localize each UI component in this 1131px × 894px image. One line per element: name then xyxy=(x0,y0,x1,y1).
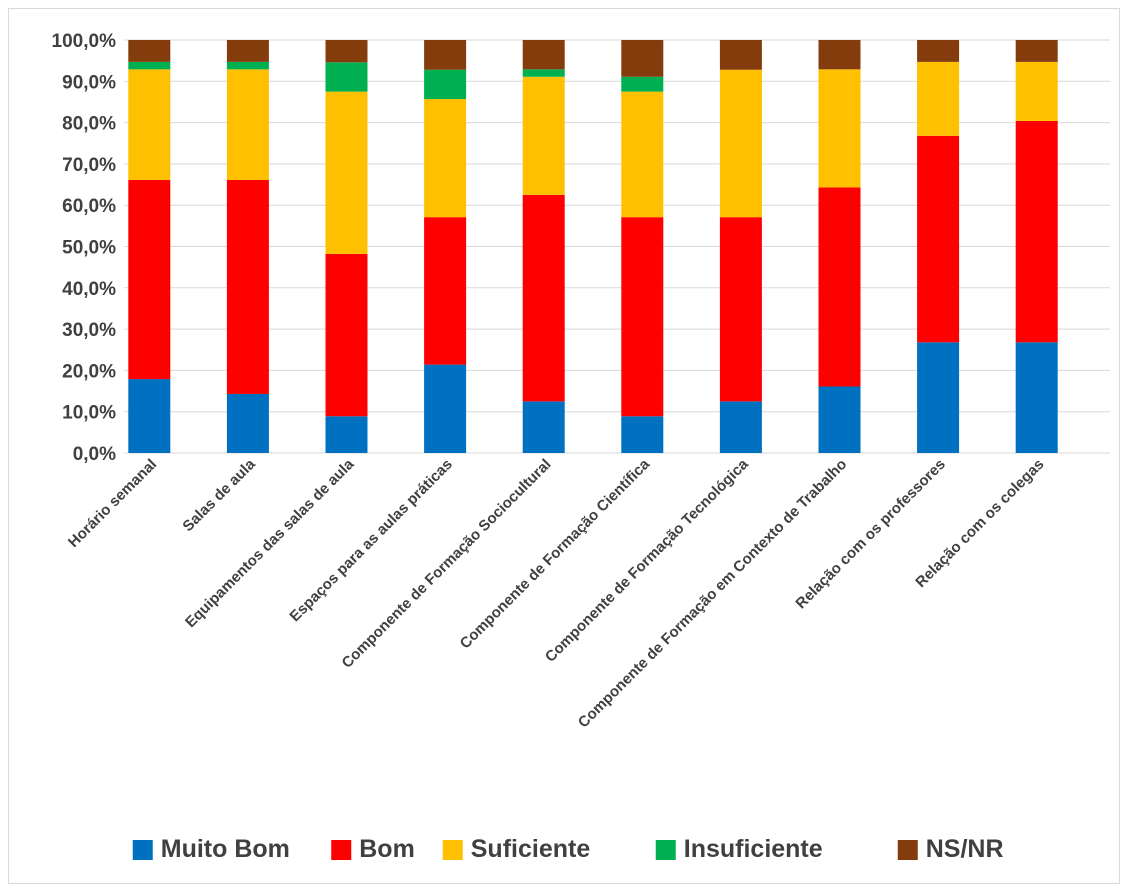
bar-segment-insuficiente xyxy=(621,76,664,92)
x-tick-label: Componente de Formação Científica xyxy=(457,455,654,652)
y-tick-label: 50,0% xyxy=(62,238,116,259)
bar-segment-bom xyxy=(621,217,664,417)
x-tick-label: Equipamentos das salas de aula xyxy=(182,455,358,631)
y-tick-label: 0,0% xyxy=(73,444,116,465)
bar-segment-bom xyxy=(226,180,269,394)
bars xyxy=(128,40,1058,453)
legend-swatch-muito-bom xyxy=(132,840,153,860)
x-tick-label: Componente de Formação Tecnológica xyxy=(542,455,752,665)
bar-segment-ns-nr xyxy=(325,40,368,63)
bar-segment-ns-nr xyxy=(1015,40,1058,62)
bar-segment-bom xyxy=(522,194,565,402)
bar-segment-insuficiente xyxy=(522,69,565,77)
gridlines xyxy=(124,39,1110,454)
bar-segment-muito-bom xyxy=(917,342,960,453)
legend-label-bom: Bom xyxy=(359,835,415,863)
y-axis: 0,0% 10,0% 20,0% 30,0% 40,0% 50,0% 60,0% 70,0% 8… xyxy=(52,31,117,465)
bar-segment-ns-nr xyxy=(917,40,960,62)
y-tick-label: 70,0% xyxy=(62,155,116,176)
bar-segment-muito-bom xyxy=(818,386,861,453)
bar-segment-ns-nr xyxy=(522,40,565,70)
bar-segment-suficiente xyxy=(719,69,762,218)
bar-segment-muito-bom xyxy=(621,416,664,453)
bar-segment-suficiente xyxy=(1015,61,1058,121)
x-tick-label: Espaços para as aulas práticas xyxy=(286,456,455,625)
bar-segment-bom xyxy=(818,187,861,387)
bar-segment-bom xyxy=(325,253,368,417)
y-tick-label: 20,0% xyxy=(62,361,116,382)
bar-segment-ns-nr xyxy=(128,40,171,62)
bar-segment-bom xyxy=(917,135,960,343)
y-tick-label: 100,0% xyxy=(52,31,117,52)
legend-label-insuficiente: Insuficiente xyxy=(684,835,823,863)
bar-segment-suficiente xyxy=(325,91,368,254)
y-tick-label: 30,0% xyxy=(62,320,116,341)
y-tick-label: 80,0% xyxy=(62,114,116,135)
bar-segment-bom xyxy=(128,180,171,380)
bar-segment-suficiente xyxy=(424,99,467,218)
bar-segment-bom xyxy=(424,217,467,365)
bar-segment-muito-bom xyxy=(424,364,467,453)
bar-segment-muito-bom xyxy=(128,379,171,453)
y-tick-label: 40,0% xyxy=(62,279,116,300)
bar-segment-insuficiente xyxy=(128,61,171,70)
bar-segment-muito-bom xyxy=(226,393,269,453)
bar-segment-suficiente xyxy=(226,69,269,181)
bar-segment-suficiente xyxy=(621,91,664,218)
y-tick-label: 60,0% xyxy=(62,196,116,217)
legend-label-ns-nr: NS/NR xyxy=(926,835,1004,863)
bar-segment-suficiente xyxy=(128,69,171,181)
bar-segment-suficiente xyxy=(818,69,861,188)
legend-swatch-suficiente xyxy=(442,840,463,860)
bar-segment-ns-nr xyxy=(719,40,762,70)
bar-segment-bom xyxy=(719,217,762,402)
bar-segment-muito-bom xyxy=(1015,342,1058,453)
legend-swatch-insuficiente xyxy=(655,840,676,860)
x-axis: Horário semanal Salas de aulaEquipamentos… xyxy=(65,455,1048,731)
legend-swatch-ns-nr xyxy=(897,840,918,860)
legend: Muito Bom Bom Suficiente Insuficiente NS/NR xyxy=(132,835,1004,863)
bar-segment-ns-nr xyxy=(818,40,861,70)
legend-swatch-bom xyxy=(331,840,352,860)
x-tick-label: Salas de aula xyxy=(179,455,259,535)
bar-segment-insuficiente xyxy=(424,69,467,100)
bar-segment-ns-nr xyxy=(424,40,467,70)
bar-segment-insuficiente xyxy=(325,62,368,92)
y-tick-label: 10,0% xyxy=(62,403,116,424)
bar-segment-muito-bom xyxy=(719,401,762,453)
bar-segment-bom xyxy=(1015,120,1058,343)
bar-segment-insuficiente xyxy=(226,61,269,70)
bar-segment-muito-bom xyxy=(522,401,565,453)
x-tick-label: Horário semanal xyxy=(65,456,160,551)
legend-label-muito-bom: Muito Bom xyxy=(161,835,290,863)
x-tick-label: Componente de Formação Sociocultural xyxy=(339,456,555,672)
legend-label-suficiente: Suficiente xyxy=(471,835,591,863)
bar-segment-ns-nr xyxy=(621,40,664,77)
bar-segment-muito-bom xyxy=(325,416,368,453)
bar-segment-ns-nr xyxy=(226,40,269,62)
y-tick-label: 90,0% xyxy=(62,72,116,93)
bar-segment-suficiente xyxy=(522,76,565,195)
bar-segment-suficiente xyxy=(917,61,960,136)
